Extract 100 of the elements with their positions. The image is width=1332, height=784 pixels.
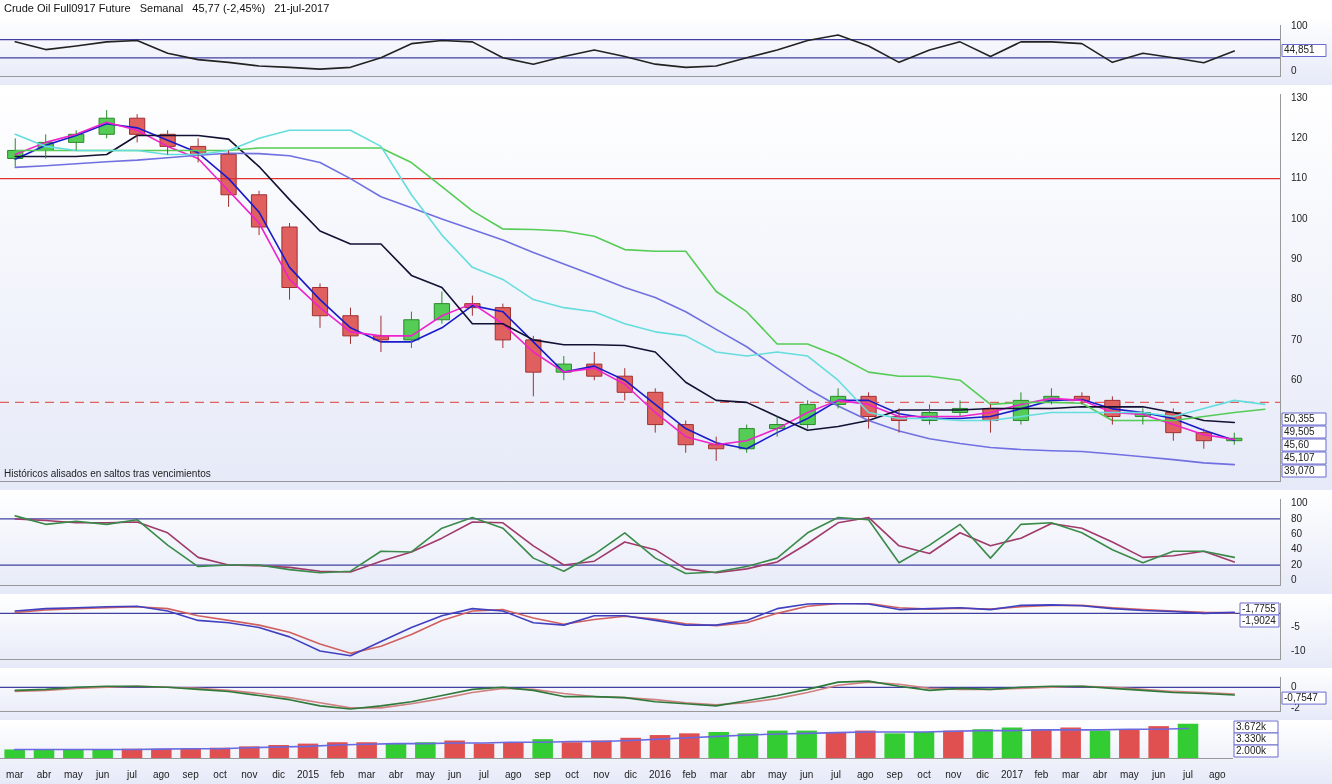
bar [708,731,729,758]
text: 3.672k [1236,720,1268,732]
x-tick-label: ago [152,768,171,780]
x-tick-label: dic [976,768,990,780]
x-tick-label: abr [740,768,756,780]
text: 44,851 [1284,44,1316,56]
x-tick-label: feb [1034,768,1049,780]
y-tick-label: 100 [1291,19,1309,31]
bar [796,730,817,758]
bar [679,733,700,758]
annotation: -1,7755 [1242,602,1277,614]
x-tick-label: jun [798,768,814,780]
text: 45,107 [1284,451,1316,463]
y-tick-label: 90 [1291,253,1303,265]
x-tick-label: jul [125,768,138,780]
bar [356,742,377,758]
bar [649,735,671,758]
x-tick-label: jul [829,768,842,780]
text: 49,505 [1284,425,1316,437]
y-tick-label: -5 [1291,621,1301,633]
x-tick-label: mar [6,768,24,780]
y-tick-label: 60 [1291,373,1303,385]
x-tick-label: may [415,768,435,780]
y-tick-label: -10 [1291,644,1306,656]
text: -0,7547 [1284,691,1319,703]
x-tick-label: abr [1092,768,1108,780]
bar [385,743,407,758]
bar [1119,729,1140,758]
x-tick-label: may [1119,768,1139,780]
x-tick-label: ago [856,768,875,780]
x-tick-label: oct [213,768,227,780]
x-tick-label: sep [182,768,200,780]
text: 2.000k [1236,744,1268,756]
x-tick-label: abr [388,768,404,780]
x-tick-label: mar [1062,768,1080,780]
bar [972,729,993,758]
x-tick-label: jun [446,768,462,780]
y-tick-label: 40 [1291,543,1303,555]
chart-title: Crude Oil Full0917 Future Semanal 45,77 (-2,45%) 21-jul-2017 [4,2,330,14]
x-tick-label: ago [1208,768,1227,780]
x-tick-label: feb [330,768,345,780]
annotation: Históricos alisados en saltos tras vencimientos [4,467,211,479]
bar [473,743,495,758]
y-tick-label: 0 [1291,65,1297,77]
bar [1001,727,1023,758]
x-tick-label: 2017 [1000,768,1024,780]
y-tick-label: 60 [1291,528,1303,540]
y-tick-label: 80 [1291,512,1303,524]
x-tick-label: dic [624,768,638,780]
bar [884,733,905,758]
y-tick-label: 20 [1291,558,1303,570]
x-tick-label: jul [477,768,490,780]
x-tick-label: oct [917,768,931,780]
y-tick-label: 130 [1291,91,1309,103]
bar [825,731,847,758]
y-tick-label: 100 [1291,497,1309,509]
y-tick-label: 0 [1291,574,1297,586]
bar [913,731,935,758]
bar [415,742,436,758]
bar [737,733,759,758]
x-tick-label: oct [565,768,579,780]
bar [1177,723,1199,758]
x-tick-label: jun [94,768,110,780]
bar [561,742,583,758]
x-tick-label: 2015 [296,768,320,780]
bar [1031,729,1052,758]
y-tick-label: 70 [1291,333,1303,345]
y-tick-label: 100 [1291,212,1309,224]
candlestick [281,222,298,301]
x-tick-label: nov [593,768,610,780]
x-tick-label: nov [945,768,962,780]
y-tick-label: 110 [1291,172,1308,184]
y-tick-label: 120 [1291,132,1309,144]
x-tick-label: sep [534,768,552,780]
x-tick-label: ago [504,768,523,780]
x-tick-label: nov [241,768,258,780]
x-tick-label: may [63,768,83,780]
x-tick-label: jun [1150,768,1166,780]
x-tick-label: 2016 [648,768,672,780]
bar [855,730,876,758]
x-tick-label: sep [886,768,904,780]
bar [620,737,641,758]
bar [1148,726,1169,758]
text: 50,355 [1284,412,1316,424]
x-tick-label: dic [272,768,286,780]
bar [4,749,25,758]
x-tick-label: mar [710,768,728,780]
y-tick-label: 0 [1291,681,1297,693]
y-tick-label: 80 [1291,293,1303,305]
x-tick-label: abr [36,768,52,780]
x-tick-label: feb [682,768,697,780]
x-tick-label: jul [1181,768,1194,780]
bar [943,730,964,758]
text: 3.330k [1236,732,1268,744]
x-tick-label: mar [358,768,376,780]
text: 45,60 [1284,438,1310,450]
bar [1060,727,1081,758]
x-tick-label: may [767,768,787,780]
bar [503,742,524,758]
bar [1089,730,1111,758]
